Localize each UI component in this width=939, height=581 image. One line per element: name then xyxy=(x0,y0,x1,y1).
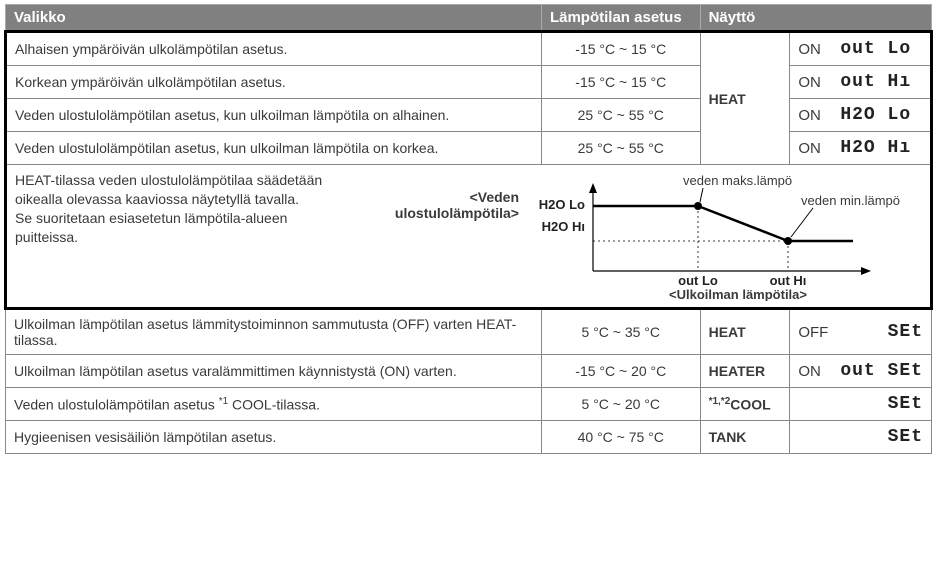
row-note-diagram: HEAT-tilassa veden ulostulolämpötilaa sä… xyxy=(6,165,932,309)
col-setting: Lämpötilan asetus xyxy=(541,5,700,32)
menu-cell: Ulkoilman lämpötilan asetus varalämmitti… xyxy=(6,355,542,388)
range-cell: 40 °C ~ 75 °C xyxy=(541,421,700,454)
range-cell: -15 °C ~ 15 °C xyxy=(541,66,700,99)
mode-cell: HEAT xyxy=(700,309,790,355)
mode-cell: *1,*2COOL xyxy=(700,388,790,421)
max-label: veden maks.lämpö xyxy=(683,173,792,188)
disp-seg: H2O Hı xyxy=(840,138,911,158)
water-temp-diagram: H2O Lo H2O Hı out Lo out Hı veden maks.l… xyxy=(523,171,922,301)
y-axis-label: <Veden ulostulolämpötila> xyxy=(349,171,519,221)
disp-seg: out Lo xyxy=(840,39,911,59)
menu-cell: Hygieenisen vesisäiliön lämpötilan asetu… xyxy=(6,421,542,454)
row-h2o-lo: Veden ulostulolämpötilan asetus, kun ulk… xyxy=(6,99,932,132)
mode-heat: HEAT xyxy=(700,32,790,165)
range-cell: 25 °C ~ 55 °C xyxy=(541,99,700,132)
mode-cell: HEATER xyxy=(700,355,790,388)
menu-cell: Alhaisen ympäröivän ulkolämpötilan asetu… xyxy=(6,32,542,66)
disp-on: ON xyxy=(798,74,832,91)
range-cell: -15 °C ~ 15 °C xyxy=(541,32,700,66)
menu-cell: Korkean ympäröivän ulkolämpötilan asetus… xyxy=(6,66,542,99)
row-heat-off: Ulkoilman lämpötilan asetus lämmitystoim… xyxy=(6,309,932,355)
settings-table: Valikko Lämpötilan asetus Näyttö Alhaise… xyxy=(4,4,933,454)
header-row: Valikko Lämpötilan asetus Näyttö xyxy=(6,5,932,32)
display-cell: ON out Hı xyxy=(790,66,932,99)
y-tick-lo: H2O Hı xyxy=(542,219,585,234)
display-cell: ON H2O Lo xyxy=(790,99,932,132)
disp-seg: SEt xyxy=(888,394,923,414)
disp-seg: SEt xyxy=(888,427,923,447)
menu-cell: Ulkoilman lämpötilan asetus lämmitystoim… xyxy=(6,309,542,355)
col-display: Näyttö xyxy=(700,5,931,32)
range-cell: 5 °C ~ 35 °C xyxy=(541,309,700,355)
col-menu: Valikko xyxy=(6,5,542,32)
display-cell: SEt xyxy=(790,388,932,421)
min-label: veden min.lämpö xyxy=(801,193,900,208)
disp-on: ON xyxy=(798,140,832,157)
disp-on: ON xyxy=(798,363,832,380)
mode-cell: TANK xyxy=(700,421,790,454)
disp-on: ON xyxy=(798,107,832,124)
display-cell: ON out SEt xyxy=(790,355,932,388)
x-tick-lo: out Lo xyxy=(678,273,718,288)
menu-cell: Veden ulostulolämpötilan asetus, kun ulk… xyxy=(6,132,542,165)
menu-cell: Veden ulostulolämpötilan asetus *1 COOL-… xyxy=(6,388,542,421)
display-cell: OFF SEt xyxy=(790,309,932,355)
display-cell: ON out Lo xyxy=(790,32,932,66)
disp-on: OFF xyxy=(798,324,832,341)
disp-seg: H2O Lo xyxy=(840,105,911,125)
x-caption: <Ulkoilman lämpötila> xyxy=(669,287,807,301)
range-cell: 25 °C ~ 55 °C xyxy=(541,132,700,165)
menu-cell: Veden ulostulolämpötilan asetus, kun ulk… xyxy=(6,99,542,132)
disp-seg: SEt xyxy=(888,322,923,342)
row-h2o-hi: Veden ulostulolämpötilan asetus, kun ulk… xyxy=(6,132,932,165)
x-tick-hi: out Hı xyxy=(770,273,807,288)
disp-seg: out Hı xyxy=(840,72,911,92)
range-cell: -15 °C ~ 20 °C xyxy=(541,355,700,388)
row-cool: Veden ulostulolämpötilan asetus *1 COOL-… xyxy=(6,388,932,421)
row-tank: Hygieenisen vesisäiliön lämpötilan asetu… xyxy=(6,421,932,454)
row-out-hi: Korkean ympäröivän ulkolämpötilan asetus… xyxy=(6,66,932,99)
y-tick-hi: H2O Lo xyxy=(539,197,585,212)
range-cell: 5 °C ~ 20 °C xyxy=(541,388,700,421)
note-diagram-cell: HEAT-tilassa veden ulostulolämpötilaa sä… xyxy=(6,165,932,309)
diagram-svg: H2O Lo H2O Hı out Lo out Hı veden maks.l… xyxy=(523,171,903,301)
note-text-block: HEAT-tilassa veden ulostulolämpötilaa sä… xyxy=(15,171,345,247)
display-cell: ON H2O Hı xyxy=(790,132,932,165)
disp-seg: out SEt xyxy=(840,361,923,381)
row-out-lo: Alhaisen ympäröivän ulkolämpötilan asetu… xyxy=(6,32,932,66)
note-text1: HEAT-tilassa veden ulostulolämpötilaa sä… xyxy=(15,172,322,207)
disp-on: ON xyxy=(798,41,832,58)
note-text2: Se suoritetaan esiasetetun lämpötila-alu… xyxy=(15,210,287,245)
display-cell: SEt xyxy=(790,421,932,454)
row-heater-on: Ulkoilman lämpötilan asetus varalämmitti… xyxy=(6,355,932,388)
